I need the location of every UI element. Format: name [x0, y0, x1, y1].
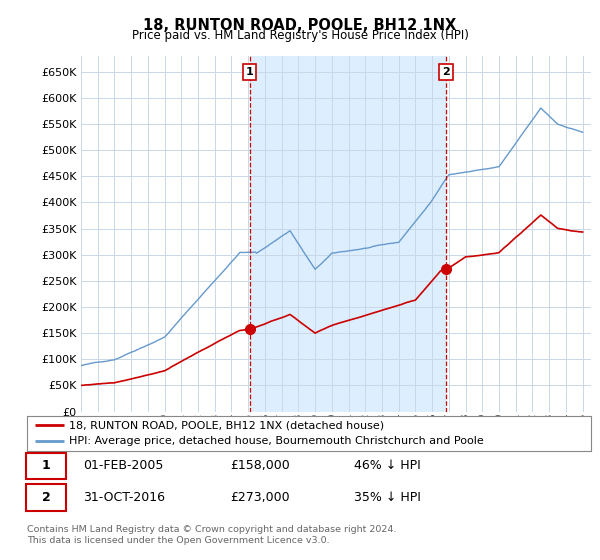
Text: 31-OCT-2016: 31-OCT-2016 — [83, 491, 166, 504]
Text: 18, RUNTON ROAD, POOLE, BH12 1NX: 18, RUNTON ROAD, POOLE, BH12 1NX — [143, 18, 457, 33]
Text: 35% ↓ HPI: 35% ↓ HPI — [354, 491, 421, 504]
Bar — [250, 56, 446, 412]
Text: 2: 2 — [42, 491, 50, 504]
Text: 2: 2 — [442, 67, 450, 77]
Text: Contains HM Land Registry data © Crown copyright and database right 2024.
This d: Contains HM Land Registry data © Crown c… — [27, 525, 397, 545]
Text: £158,000: £158,000 — [230, 459, 290, 472]
Text: 1: 1 — [42, 459, 50, 472]
Text: 1: 1 — [245, 67, 253, 77]
FancyBboxPatch shape — [26, 452, 67, 479]
Text: 01-FEB-2005: 01-FEB-2005 — [83, 459, 164, 472]
Text: HPI: Average price, detached house, Bournemouth Christchurch and Poole: HPI: Average price, detached house, Bour… — [70, 436, 484, 446]
Text: 46% ↓ HPI: 46% ↓ HPI — [354, 459, 421, 472]
FancyBboxPatch shape — [26, 484, 67, 511]
Text: 18, RUNTON ROAD, POOLE, BH12 1NX (detached house): 18, RUNTON ROAD, POOLE, BH12 1NX (detach… — [70, 421, 385, 431]
Text: £273,000: £273,000 — [230, 491, 290, 504]
Text: Price paid vs. HM Land Registry's House Price Index (HPI): Price paid vs. HM Land Registry's House … — [131, 29, 469, 42]
